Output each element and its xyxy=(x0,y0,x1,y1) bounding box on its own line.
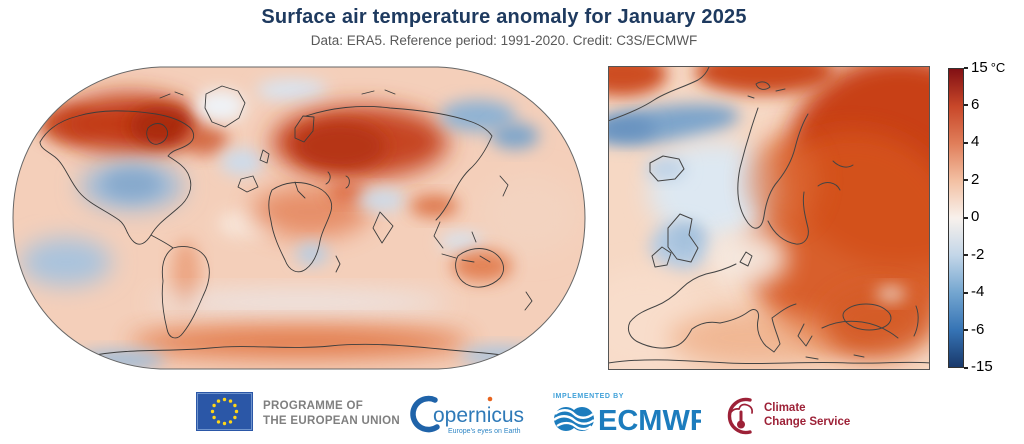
copernicus-satellite-dot xyxy=(487,396,493,402)
colorbar-label-0: 0 xyxy=(971,208,980,225)
colorbar-tick xyxy=(964,67,968,69)
eu-flag-logo xyxy=(196,392,253,431)
world-anomaly-field xyxy=(13,67,585,369)
colorbar-tick xyxy=(964,367,968,369)
europe-anomaly-map xyxy=(608,66,930,370)
c3s-line2: Change Service xyxy=(764,416,850,428)
europe-anomaly-field xyxy=(609,67,929,369)
colorbar-tick xyxy=(964,329,968,331)
colorbar-tick xyxy=(964,217,968,219)
eu-flag-stars xyxy=(210,397,239,426)
copernicus-c-swoosh xyxy=(410,395,440,433)
colorbar-label-m6: -6 xyxy=(971,321,985,338)
copernicus-tagline: Europe's eyes on Earth xyxy=(448,428,521,435)
europe-coastlines xyxy=(609,67,929,365)
colorbar-label-4: 4 xyxy=(971,133,980,150)
colorbar-label-6: 6 xyxy=(971,96,980,113)
ecmwf-logo: IMPLEMENTED BY ECMWF xyxy=(553,393,701,437)
colorbar-tick xyxy=(964,179,968,181)
colorbar-label-m15: -15 xyxy=(971,358,993,375)
colorbar-tick xyxy=(964,104,968,106)
eu-programme-text: PROGRAMME OF THE EUROPEAN UNION xyxy=(263,399,400,429)
page-subtitle: Data: ERA5. Reference period: 1991-2020.… xyxy=(310,33,698,48)
colorbar xyxy=(948,68,964,368)
eu-programme-line1: PROGRAMME OF xyxy=(263,400,364,412)
c3s-line1: Climate xyxy=(764,402,806,414)
c3s-icon xyxy=(727,397,753,435)
page-title: Surface air temperature anomaly for Janu… xyxy=(261,6,747,28)
copernicus-wordmark: opernicus xyxy=(433,404,524,427)
colorbar-label-15: 15 °C xyxy=(971,59,1005,77)
colorbar-tick xyxy=(964,142,968,144)
colorbar-label-m4: -4 xyxy=(971,283,985,300)
colorbar-value: 15 xyxy=(971,59,988,76)
colorbar-label-2: 2 xyxy=(971,171,980,188)
eu-programme-line2: THE EUROPEAN UNION xyxy=(263,415,401,427)
colorbar-unit: °C xyxy=(990,60,1006,75)
colorbar-tick xyxy=(964,292,968,294)
ecmwf-wordmark: ECMWF xyxy=(598,405,701,437)
world-coastlines xyxy=(39,85,533,357)
world-map-outline xyxy=(12,66,586,370)
colorbar-tick xyxy=(964,254,968,256)
implemented-by-label: IMPLEMENTED BY xyxy=(553,393,624,400)
copernicus-logo: opernicus Europe's eyes on Earth xyxy=(410,395,524,435)
ecmwf-globe-icon xyxy=(553,407,595,431)
europe-map-frame xyxy=(608,66,930,370)
climate-change-service-logo: Climate Change Service xyxy=(727,397,850,435)
colorbar-label-m2: -2 xyxy=(971,246,985,263)
world-anomaly-map xyxy=(12,66,586,370)
